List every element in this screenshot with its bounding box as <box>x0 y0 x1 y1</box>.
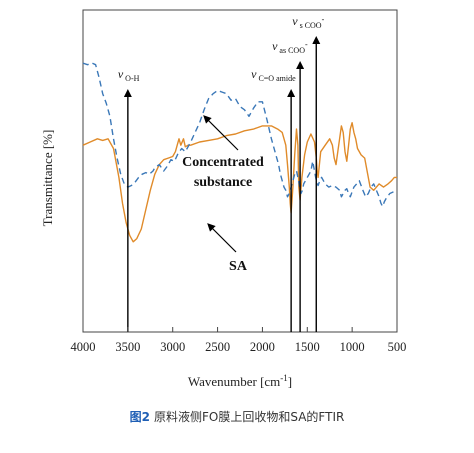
x-axis-label: Wavenumber [cm-1] <box>188 373 292 389</box>
series-layer <box>82 62 398 243</box>
figure-caption: 图2 原料液侧FO膜上回收物和SA的FTIR <box>0 408 474 438</box>
series-line-sa <box>82 62 398 208</box>
x-tick-label: 2500 <box>205 340 230 354</box>
x-axis-label-main: Wavenumber [cm <box>188 374 280 389</box>
annotation-concentrated-line1: Concentrated <box>182 155 264 170</box>
ftir-figure: 4000 3500 3000 2500 2000 1500 1000 500 Transmit… <box>40 9 407 389</box>
x-tick-label: 1500 <box>295 340 320 354</box>
x-tick-label: 1000 <box>340 340 365 354</box>
x-axis-label-end: ] <box>288 374 292 389</box>
figure-number: 图2 <box>129 410 151 424</box>
annotation-sa: SA <box>207 223 248 274</box>
x-tick-label: 4000 <box>71 340 96 354</box>
x-tick-label: 3500 <box>115 340 140 354</box>
x-axis-label-sup: -1 <box>280 373 288 383</box>
x-tick-label: 500 <box>388 340 407 354</box>
x-tick-label: 2000 <box>250 340 275 354</box>
annotation-concentrated: Concentrated substance <box>182 115 264 190</box>
annotation-sa-label: SA <box>229 259 248 274</box>
annotation-concentrated-arrow <box>203 115 239 151</box>
x-axis: 4000 3500 3000 2500 2000 1500 1000 500 <box>71 327 407 354</box>
ftir-chart: 4000 3500 3000 2500 2000 1500 1000 500 Transmit… <box>40 9 407 389</box>
x-tick-label: 3000 <box>160 340 185 354</box>
marker-layer <box>123 36 321 332</box>
annotation-concentrated-line2: substance <box>194 175 252 190</box>
annotation-sa-arrow <box>207 223 237 253</box>
figure-caption-text: 原料液侧FO膜上回收物和SA的FTIR <box>154 410 345 424</box>
plot-frame <box>82 9 398 333</box>
y-axis-label: Transmittance [%] <box>40 130 55 227</box>
